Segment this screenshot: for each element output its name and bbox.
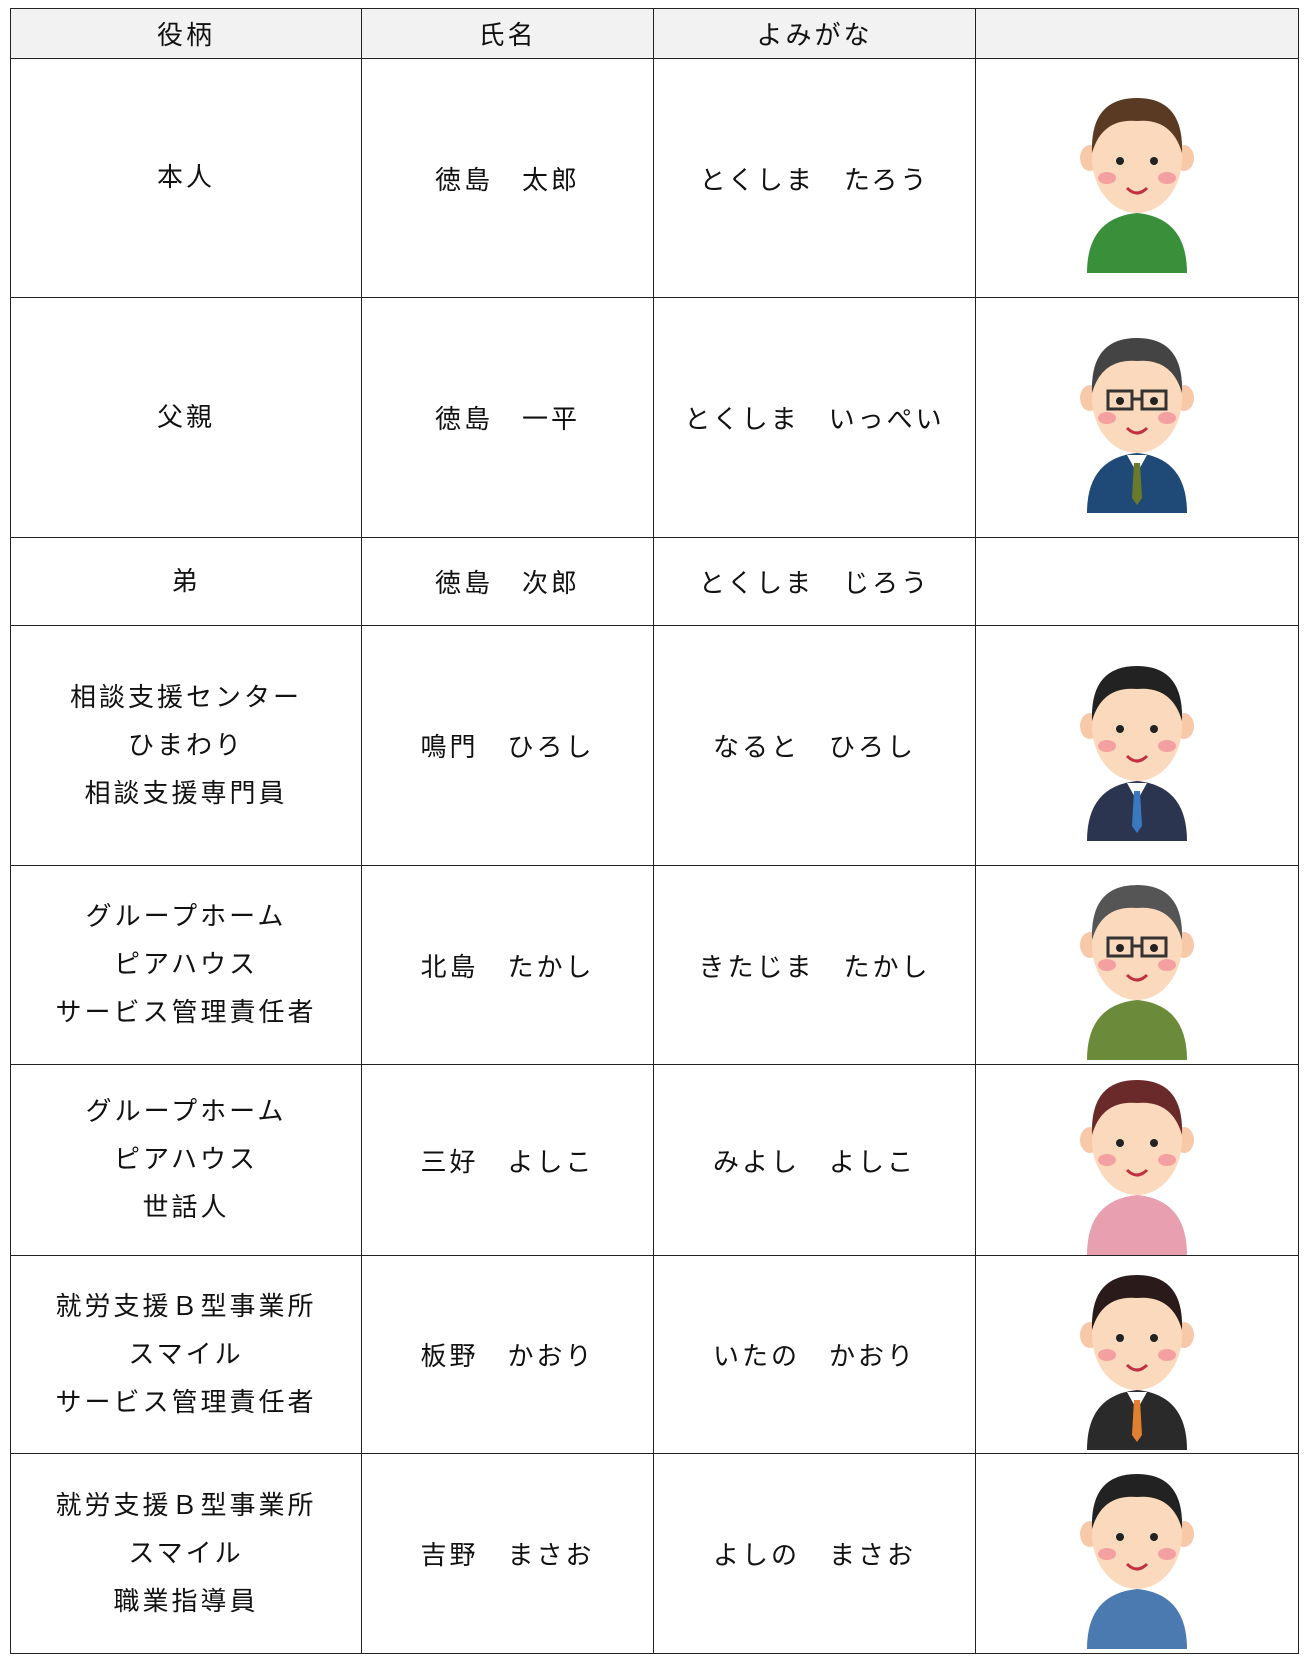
reading-cell: いたの かおり [653, 1255, 976, 1454]
role-cell: 就労支援Ｂ型事業所 スマイル職業指導員 [10, 1453, 362, 1654]
person-illustration [1080, 337, 1194, 513]
role-cell: 父親 [10, 297, 362, 538]
table-row: 就労支援Ｂ型事業所 スマイル 職業指導員 吉野 まさお よしの まさお [10, 1453, 1299, 1654]
table-row: グループホーム ピアハウス サービス管理責任者 北島 たかし きたじま たかし [10, 865, 1299, 1065]
header-row: 役柄 氏名 よみがな [10, 8, 1299, 59]
reading-cell: とくしま じろう [653, 537, 976, 626]
reading-cell: なると ひろし [653, 625, 976, 866]
role-cell: 就労支援Ｂ型事業所 スマイルサービス管理責任者 [10, 1255, 362, 1454]
header-cell: 役柄 [10, 8, 362, 59]
role-line: ピアハウス [114, 950, 258, 980]
role-cell: グループホーム ピアハウスサービス管理責任者 [10, 865, 362, 1065]
reading-cell: とくしま いっぺい [653, 297, 976, 538]
role-line: 弟 [171, 566, 201, 597]
table-row: 弟 徳島 次郎 とくしま じろう [10, 537, 1299, 626]
role-line: スマイル [128, 1339, 244, 1370]
reading-cell: きたじま たかし [653, 865, 976, 1065]
table-body: 本人 徳島 太郎 とくしま たろう 父親 徳島 一平 とくしま いっぺい弟 徳島 次郎 とくし… [10, 58, 1299, 1654]
role-line: グループホーム [85, 902, 287, 932]
role-cell: 相談支援センター ひまわり相談支援専門員 [10, 625, 362, 866]
header-cell [975, 8, 1299, 59]
role-cell: 本人 [10, 58, 362, 298]
table-row: グループホーム ピアハウス 世話人 三好 よしこ みよし よしこ [10, 1064, 1299, 1256]
role-line: 就労支援Ｂ型事業所 [55, 1291, 317, 1322]
role-cell: 弟 [10, 537, 362, 626]
person-illustration [1080, 665, 1194, 841]
reading-cell: よしの まさお [653, 1453, 976, 1654]
role-line: 相談支援センター [69, 682, 302, 713]
name-cell: 鳴門 ひろし [361, 625, 654, 866]
photo-cell [975, 1255, 1299, 1454]
role-line: 世話人 [142, 1193, 230, 1223]
name-cell: 徳島 次郎 [361, 537, 654, 626]
person-illustration [1080, 1274, 1194, 1450]
name-cell: 板野 かおり [361, 1255, 654, 1454]
reading-cell: とくしま たろう [653, 58, 976, 298]
role-line: サービス管理責任者 [55, 1387, 317, 1418]
role-line: 職業指導員 [113, 1586, 259, 1617]
photo-cell [975, 58, 1299, 298]
role-line: サービス管理責任者 [55, 998, 317, 1028]
table-row: 相談支援センター ひまわり 相談支援専門員 鳴門 ひろし なると ひろし [10, 625, 1299, 866]
header-cell: よみがな [653, 8, 976, 59]
photo-cell [975, 297, 1299, 538]
role-line: スマイル [128, 1538, 244, 1569]
header-cell: 氏名 [361, 8, 654, 59]
role-line: 本人 [156, 163, 215, 193]
name-cell: 徳島 一平 [361, 297, 654, 538]
name-cell: 吉野 まさお [361, 1453, 654, 1654]
role-line: 父親 [156, 402, 215, 433]
role-line: 相談支援専門員 [84, 778, 288, 809]
name-cell: 三好 よしこ [361, 1064, 654, 1256]
photo-cell [975, 625, 1299, 866]
role-line: 就労支援Ｂ型事業所 [55, 1490, 317, 1521]
person-illustration [1080, 98, 1194, 273]
role-line: ピアハウス [114, 1145, 258, 1175]
person-illustration [1080, 1473, 1194, 1649]
person-illustration [1080, 1080, 1194, 1255]
table-row: 就労支援Ｂ型事業所 スマイル サービス管理責任者 板野 かおり いたの かおり [10, 1255, 1299, 1454]
reading-cell: みよし よしこ [653, 1064, 976, 1256]
member-table: 役柄 氏名 よみがな 本人 徳島 太郎 とくしま たろう父親 徳島 一平 とくしま いっ… [10, 8, 1299, 1654]
photo-cell [975, 1453, 1299, 1654]
photo-cell [975, 537, 1299, 626]
role-line: ひまわり [127, 730, 244, 761]
table-row: 父親 徳島 一平 とくしま いっぺい [10, 297, 1299, 538]
role-cell: グループホーム ピアハウス世話人 [10, 1064, 362, 1256]
person-illustration [1080, 885, 1194, 1060]
photo-cell [975, 1064, 1299, 1256]
table-row: 本人 徳島 太郎 とくしま たろう [10, 58, 1299, 298]
photo-cell [975, 865, 1299, 1065]
name-cell: 徳島 太郎 [361, 58, 654, 298]
role-line: グループホーム [85, 1097, 287, 1127]
name-cell: 北島 たかし [361, 865, 654, 1065]
